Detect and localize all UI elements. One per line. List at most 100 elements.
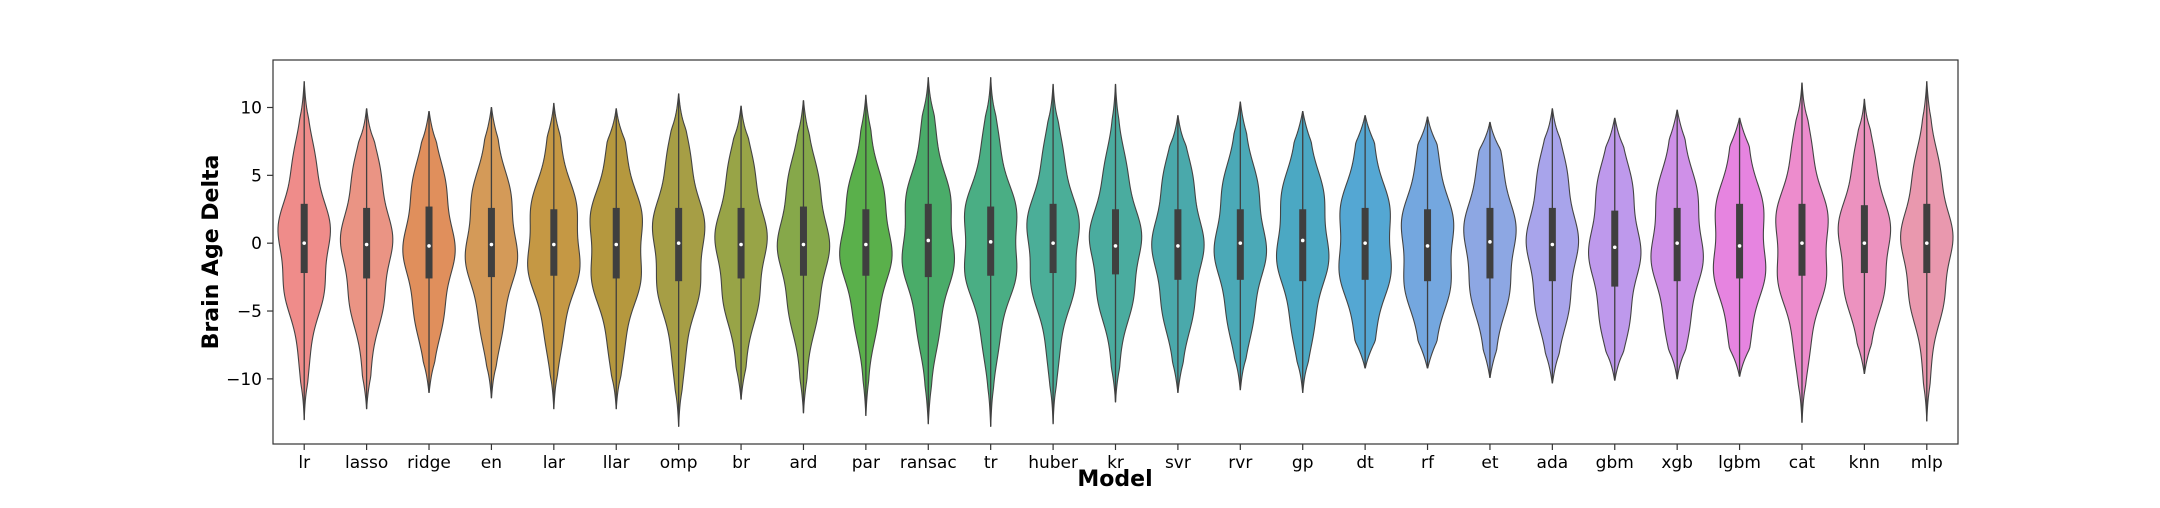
violin-iqr-box — [300, 203, 308, 274]
x-axis: lr lasso ridge en lar llar omp br ard par ransac tr… — [298, 444, 1943, 473]
violin-iqr-box — [550, 209, 558, 276]
x-tick-label-kr: kr — [1107, 453, 1124, 473]
violin-gp — [1275, 111, 1330, 393]
violin-median — [1800, 241, 1804, 245]
violin-median — [1488, 240, 1492, 244]
violin-median — [801, 242, 806, 247]
x-tick-label-ridge: ridge — [407, 453, 451, 473]
x-tick-label-ard: ard — [790, 453, 818, 473]
violin-en — [464, 106, 519, 399]
violin-ard — [776, 100, 831, 414]
x-tick-label-xgb: xgb — [1661, 453, 1693, 473]
violin-median — [1051, 241, 1055, 245]
x-tick-label-lar: lar — [543, 453, 565, 473]
violin-median — [739, 242, 743, 247]
violin-median — [1862, 241, 1867, 245]
x-tick-label-ada: ada — [1537, 453, 1569, 473]
y-tick-label: 10 — [240, 98, 262, 118]
violin-median — [1675, 241, 1679, 245]
x-tick-label-par: par — [852, 453, 880, 473]
x-tick-label-tr: tr — [984, 453, 998, 473]
x-tick-label-lasso: lasso — [345, 453, 388, 473]
violin-lar — [527, 102, 581, 410]
violin-median — [427, 244, 431, 248]
violin-rvr — [1213, 101, 1268, 391]
violin-median — [552, 242, 556, 247]
y-tick-label: −5 — [237, 302, 262, 322]
violin-median — [1924, 241, 1929, 245]
violin-median — [864, 242, 868, 247]
violin-iqr-box — [1923, 203, 1931, 274]
violin-median — [676, 241, 681, 245]
violin-mlp — [1900, 81, 1954, 422]
violin-median — [1612, 245, 1617, 250]
violin-median — [1113, 244, 1118, 248]
violin-par — [839, 94, 893, 417]
violin-tr — [963, 77, 1018, 427]
violin-knn — [1837, 98, 1892, 374]
violin-llar — [589, 108, 644, 410]
violin-median — [926, 238, 931, 243]
violin-lr — [277, 81, 331, 421]
violin-br — [714, 105, 768, 400]
x-tick-label-en: en — [481, 453, 502, 473]
violin-iqr-box — [1798, 203, 1806, 276]
violin-svr — [1151, 115, 1205, 393]
y-tick-label: −10 — [226, 370, 262, 390]
violin-iqr-box — [799, 206, 807, 276]
violin-lgbm — [1712, 117, 1767, 377]
violin-cat — [1775, 82, 1829, 423]
x-tick-label-svr: svr — [1165, 453, 1191, 473]
x-tick-label-rvr: rvr — [1228, 453, 1252, 473]
x-tick-label-llar: llar — [603, 453, 630, 473]
violin-median — [364, 242, 369, 247]
x-tick-label-omp: omp — [660, 453, 698, 473]
violin-huber — [1026, 83, 1080, 425]
violin-iqr-box — [1860, 205, 1868, 274]
x-tick-label-knn: knn — [1849, 453, 1880, 473]
violin-iqr-box — [425, 206, 433, 279]
violin-dt — [1338, 115, 1392, 369]
violin-ransac — [901, 77, 956, 425]
x-tick-label-cat: cat — [1789, 453, 1816, 473]
violin-median — [1363, 241, 1367, 245]
violin-kr — [1088, 83, 1143, 403]
violin-ridge — [402, 111, 456, 393]
violin-iqr-box — [1299, 209, 1307, 282]
violin-gbm — [1587, 117, 1642, 381]
x-tick-label-huber: huber — [1028, 453, 1078, 473]
x-tick-label-lgbm: lgbm — [1718, 453, 1761, 473]
violin-iqr-box — [1049, 203, 1057, 274]
violin-rf — [1400, 116, 1455, 369]
x-tick-label-br: br — [732, 453, 750, 473]
violin-xgb — [1650, 109, 1704, 380]
y-axis-label: Brain Age Delta — [199, 155, 224, 350]
x-tick-label-ransac: ransac — [900, 453, 957, 473]
violin-median — [1176, 244, 1180, 248]
violin-iqr-box — [862, 209, 870, 276]
violin-iqr-box — [1736, 203, 1744, 279]
x-tick-label-gp: gp — [1292, 453, 1314, 473]
violin-et — [1463, 121, 1517, 379]
y-axis: −10 −5 0 5 10 — [226, 98, 273, 390]
x-tick-label-lr: lr — [298, 453, 310, 473]
x-axis-label: Model — [1077, 467, 1152, 492]
violin-median — [1238, 241, 1243, 245]
violin-median — [1300, 238, 1305, 243]
violin-median — [489, 242, 494, 247]
violin-median — [988, 240, 993, 244]
violin-ada — [1525, 108, 1580, 384]
violin-median — [1425, 244, 1430, 248]
violin-lasso — [339, 108, 394, 410]
y-tick-label: 0 — [251, 234, 262, 254]
x-tick-label-dt: dt — [1356, 453, 1374, 473]
violin-iqr-box — [1112, 209, 1119, 275]
violin-median — [1550, 242, 1555, 247]
x-tick-label-mlp: mlp — [1911, 453, 1943, 473]
x-tick-label-gbm: gbm — [1596, 453, 1634, 473]
violins-layer — [277, 77, 1954, 427]
violin-omp — [651, 93, 706, 427]
violin-median — [302, 241, 307, 245]
